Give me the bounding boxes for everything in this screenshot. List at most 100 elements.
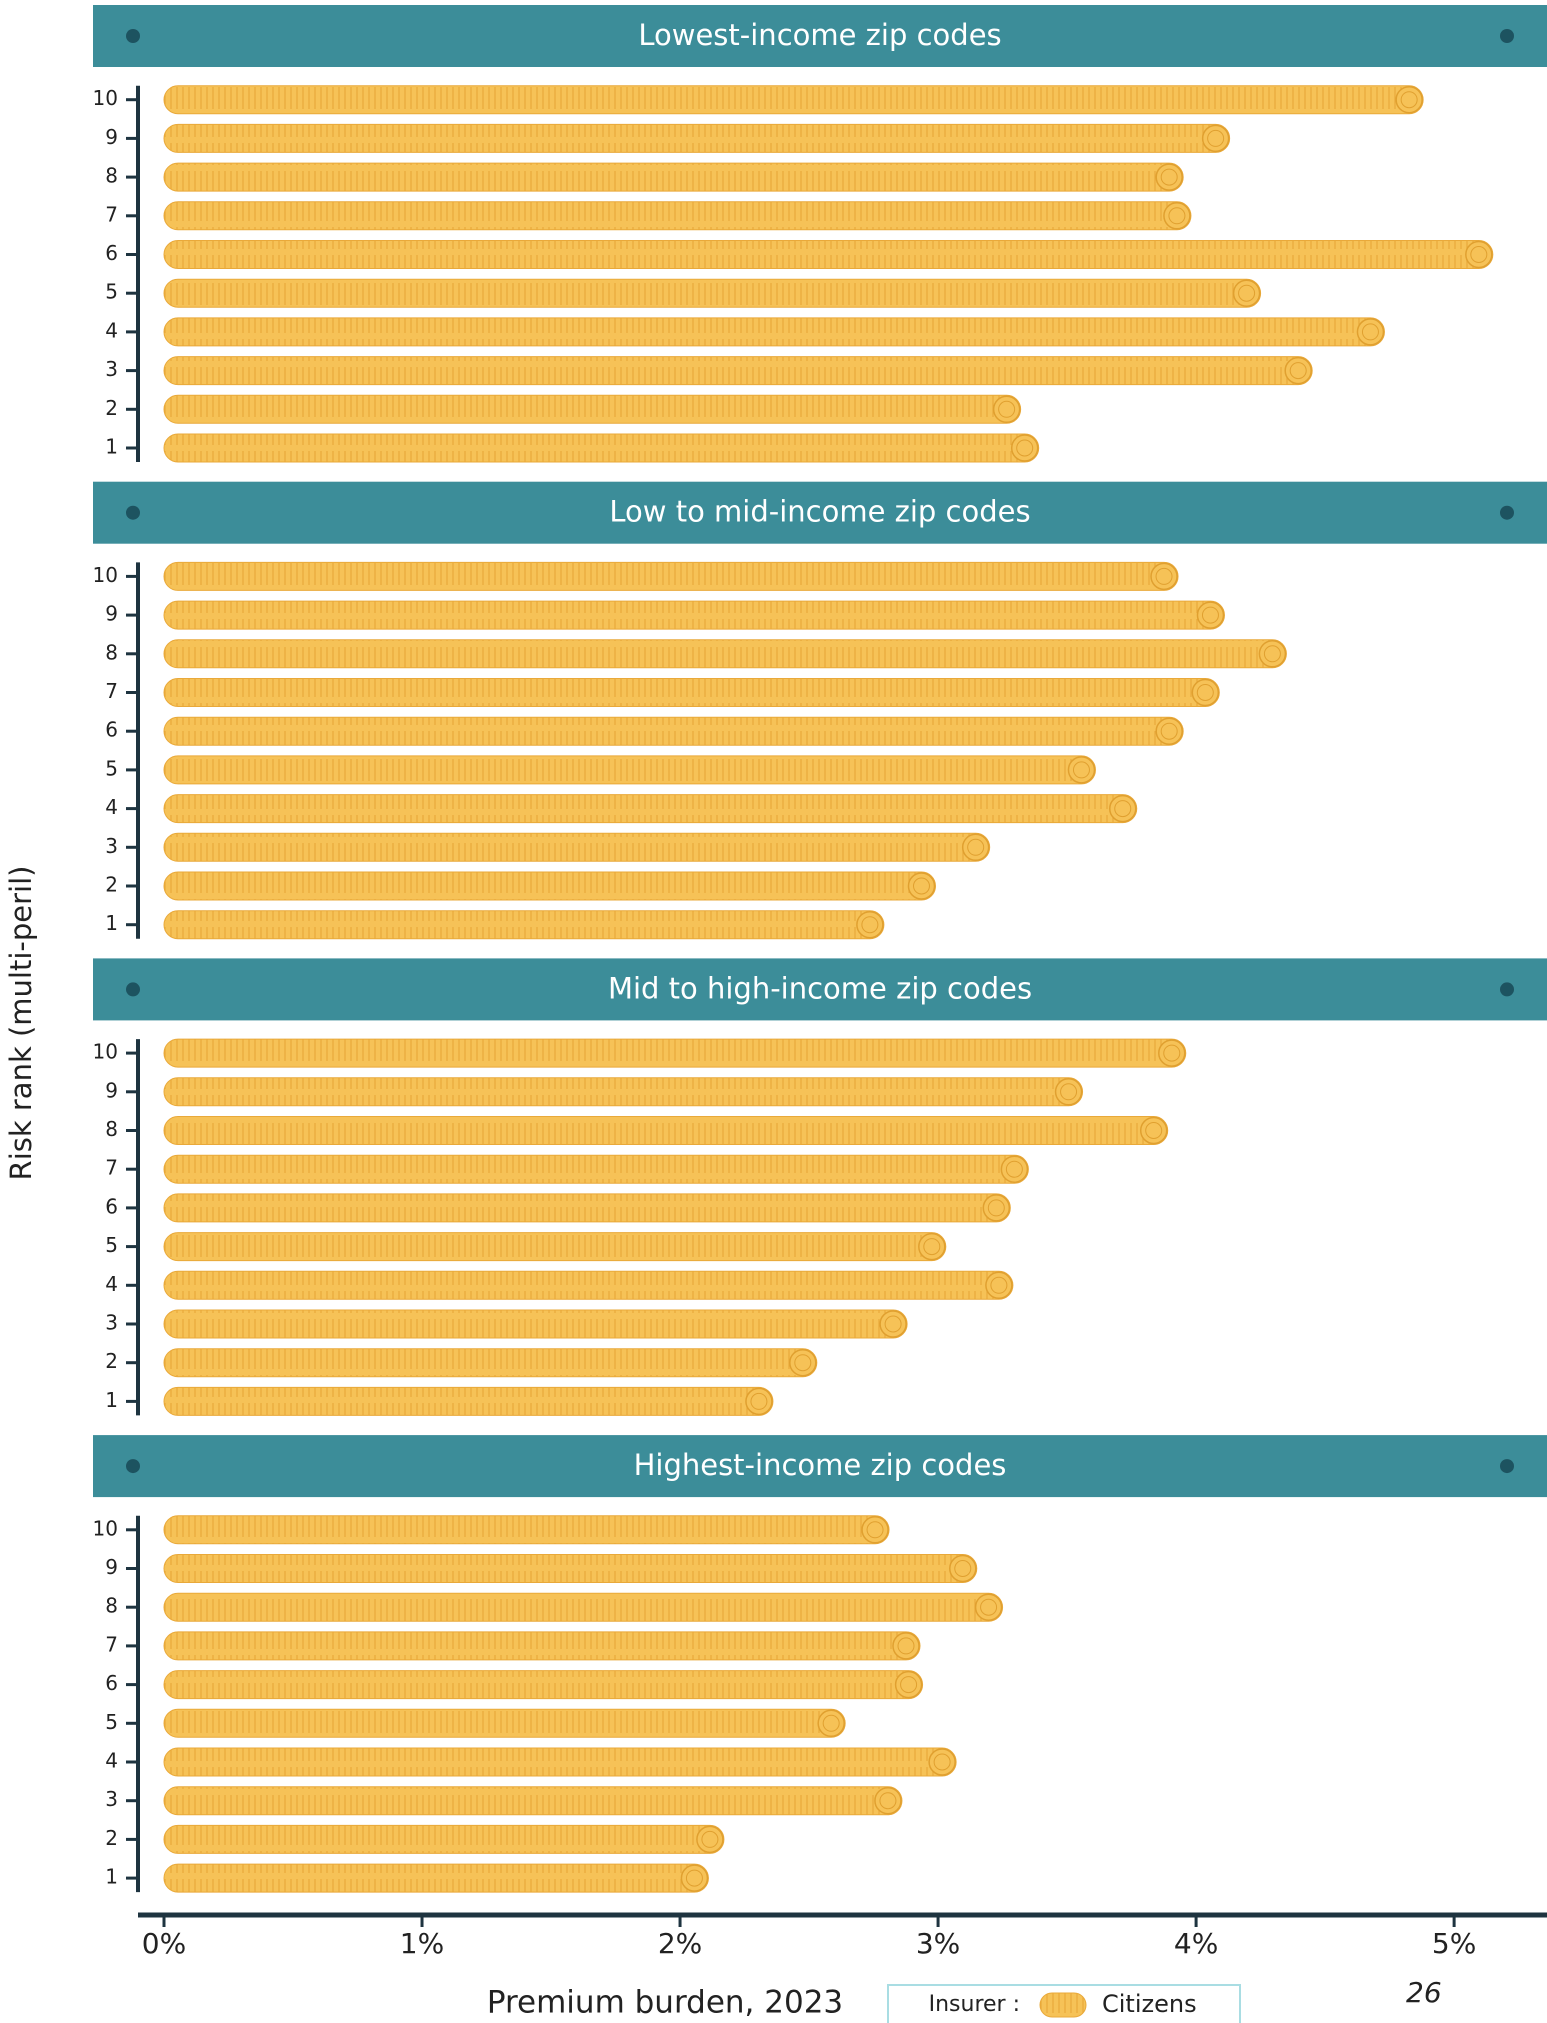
y-tick-label: 6: [105, 1671, 118, 1695]
coin: [790, 1350, 816, 1376]
coin: [697, 1826, 723, 1852]
bar: [164, 1039, 1186, 1067]
bar: [164, 717, 1183, 745]
coin: [1159, 1040, 1185, 1066]
bar: [164, 1349, 817, 1377]
header-dot: [1500, 982, 1514, 996]
bar: [164, 124, 1230, 152]
coin: [896, 1672, 922, 1698]
bar: [164, 679, 1219, 707]
y-tick-label: 9: [105, 602, 118, 626]
header-dot: [126, 506, 140, 520]
y-tick-label: 6: [105, 718, 118, 742]
bar: [164, 1387, 773, 1415]
bar: [164, 1671, 923, 1699]
y-tick-label: 8: [105, 1594, 118, 1618]
coin: [862, 1517, 888, 1543]
coin: [1164, 203, 1190, 229]
coin: [1156, 164, 1182, 190]
y-tick-label: 7: [105, 679, 118, 703]
y-tick-label: 10: [93, 1040, 118, 1064]
legend-title: Insurer :: [929, 1992, 1020, 2017]
coin: [1156, 718, 1182, 744]
y-tick-label: 8: [105, 640, 118, 664]
bar: [164, 279, 1261, 307]
y-tick-label: 10: [93, 1516, 118, 1540]
y-tick-label: 1: [105, 1388, 118, 1412]
bar: [164, 756, 1095, 784]
panel-title: Low to mid-income zip codes: [609, 495, 1030, 529]
y-tick-label: 8: [105, 1117, 118, 1141]
coin: [929, 1749, 955, 1775]
bar: [164, 1864, 708, 1892]
y-tick-label: 4: [105, 1272, 118, 1296]
y-tick-label: 6: [105, 241, 118, 265]
header-dot: [126, 1459, 140, 1473]
coin: [986, 1272, 1012, 1298]
bar: [164, 1310, 907, 1338]
coin: [1110, 796, 1136, 822]
page: {"chart_data": {"type": "bar", "orientat…: [0, 0, 1547, 2023]
coin: [1001, 1156, 1027, 1182]
bar: [164, 1787, 902, 1815]
header-dot: [1500, 506, 1514, 520]
bar: [164, 1233, 946, 1261]
y-tick-label: 7: [105, 1156, 118, 1180]
y-tick-label: 5: [105, 1233, 118, 1257]
bar: [164, 640, 1286, 668]
y-tick-label: 2: [105, 873, 118, 897]
chart: Risk rank (multi-peril) Premium burden, …: [0, 0, 1547, 2023]
y-tick-label: 9: [105, 125, 118, 149]
coin: [1141, 1118, 1167, 1144]
coin: [908, 873, 934, 899]
header-dot: [1500, 1459, 1514, 1473]
coin: [1203, 125, 1229, 151]
bar: [164, 601, 1224, 629]
bar: [164, 86, 1423, 114]
coin: [875, 1788, 901, 1814]
header-dot: [126, 982, 140, 996]
bar: [164, 833, 990, 861]
bar: [164, 911, 884, 939]
coin: [994, 396, 1020, 422]
y-tick-label: 3: [105, 1787, 118, 1811]
y-tick-label: 2: [105, 1349, 118, 1373]
coin: [857, 912, 883, 938]
y-tick-label: 5: [105, 1710, 118, 1734]
y-axis-label: Risk rank (multi-peril): [4, 866, 38, 1181]
y-tick-label: 2: [105, 1826, 118, 1850]
bar: [164, 1271, 1013, 1299]
panel-title: Lowest-income zip codes: [638, 18, 1001, 52]
coin: [681, 1865, 707, 1891]
coin: [1151, 563, 1177, 589]
y-tick-label: 9: [105, 1078, 118, 1102]
page-number: 26: [1406, 1976, 1442, 2009]
y-tick-label: 4: [105, 795, 118, 819]
coin: [893, 1633, 919, 1659]
y-tick-label: 5: [105, 280, 118, 304]
coin: [818, 1710, 844, 1736]
bar: [164, 872, 935, 900]
x-tick-label: 4%: [1174, 1927, 1218, 1960]
bar: [164, 434, 1039, 462]
bar: [164, 795, 1137, 823]
y-tick-label: 1: [105, 911, 118, 935]
coin: [919, 1234, 945, 1260]
bar: [164, 1555, 977, 1583]
bar: [164, 1155, 1028, 1183]
y-tick-label: 10: [93, 563, 118, 587]
y-tick-label: 4: [105, 318, 118, 342]
x-tick-label: 0%: [142, 1927, 186, 1960]
y-tick-label: 1: [105, 435, 118, 459]
y-tick-label: 1: [105, 1865, 118, 1889]
bar: [164, 395, 1021, 423]
bar: [164, 163, 1183, 191]
coin: [1396, 87, 1422, 113]
y-tick-label: 4: [105, 1749, 118, 1773]
bar: [164, 1117, 1168, 1145]
x-axis-label: Premium burden, 2023: [487, 1985, 843, 2021]
y-tick-label: 3: [105, 1311, 118, 1335]
y-tick-label: 6: [105, 1194, 118, 1218]
coin: [746, 1388, 772, 1414]
panel-title: Mid to high-income zip codes: [608, 971, 1032, 1005]
